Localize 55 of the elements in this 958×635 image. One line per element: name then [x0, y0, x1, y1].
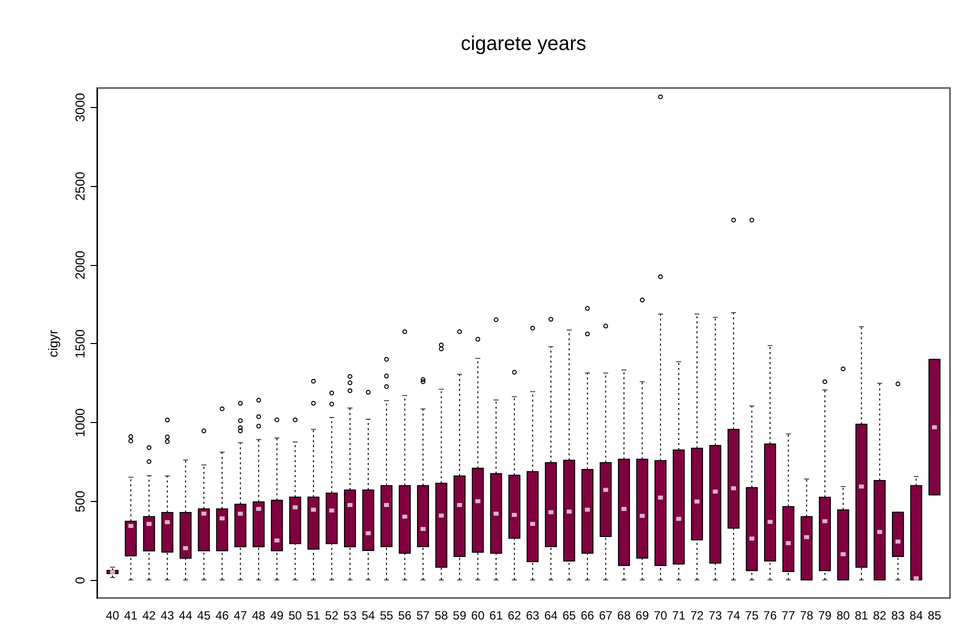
y-tick-label: 1500: [72, 329, 88, 358]
x-tick-label: 77: [782, 608, 796, 622]
x-tick-label: 42: [142, 608, 156, 622]
x-tick-label: 45: [197, 608, 211, 622]
x-tick-label: 49: [270, 608, 284, 622]
y-axis-title: cigyr: [46, 329, 60, 358]
x-tick-label: 76: [763, 608, 778, 622]
x-tick-label: 40: [106, 608, 120, 622]
x-tick-label: 61: [489, 608, 504, 622]
x-tick-label: 53: [343, 608, 357, 622]
y-tick-label: 2000: [72, 250, 88, 280]
x-tick-label: 81: [854, 608, 868, 622]
x-tick-label: 56: [398, 608, 412, 622]
x-tick-label: 73: [708, 608, 722, 622]
x-tick-label: 57: [416, 608, 430, 622]
x-tick-label: 48: [252, 608, 266, 622]
y-tick-label: 1000: [72, 408, 88, 438]
x-tick-label: 66: [580, 608, 594, 622]
y-tick-label: 0: [72, 576, 88, 584]
x-tick-label: 50: [288, 608, 302, 622]
x-tick-label: 79: [818, 608, 832, 622]
x-tick-label: 67: [599, 608, 613, 622]
x-tick-label: 52: [325, 608, 339, 622]
y-tick-label: 500: [72, 490, 88, 512]
x-tick-label: 47: [234, 608, 248, 622]
x-tick-label: 54: [362, 608, 376, 622]
x-tick-label: 59: [452, 608, 467, 622]
x-tick-label: 72: [690, 608, 704, 622]
x-tick-label: 65: [562, 608, 576, 622]
x-tick-label: 46: [215, 608, 230, 622]
x-tick-label: 41: [124, 608, 138, 622]
x-tick-label: 55: [380, 608, 394, 622]
y-tick-label: 2500: [72, 172, 88, 201]
x-tick-label: 43: [160, 608, 174, 622]
x-tick-label: 64: [544, 608, 558, 622]
x-tick-label: 62: [508, 608, 522, 622]
x-tick-label: 70: [654, 608, 668, 622]
x-tick-label: 75: [745, 608, 759, 622]
x-tick-label: 83: [891, 608, 905, 622]
x-tick-label: 78: [800, 608, 814, 622]
x-tick-label: 80: [836, 608, 850, 622]
x-tick-label: 85: [928, 608, 942, 622]
x-tick-label: 58: [434, 608, 448, 622]
x-tick-label: 60: [471, 608, 485, 622]
x-tick-label: 84: [910, 608, 924, 622]
x-tick-label: 69: [636, 608, 650, 622]
x-tick-label: 71: [672, 608, 686, 622]
x-tick-label: 68: [617, 608, 631, 622]
x-tick-label: 63: [526, 608, 540, 622]
x-tick-label: 44: [178, 608, 193, 622]
x-tick-label: 74: [726, 608, 741, 622]
x-tick-label: 82: [873, 608, 887, 622]
chart-title: cigarete years: [460, 33, 586, 55]
x-tick-label: 51: [306, 608, 320, 622]
y-tick-label: 3000: [72, 92, 88, 122]
